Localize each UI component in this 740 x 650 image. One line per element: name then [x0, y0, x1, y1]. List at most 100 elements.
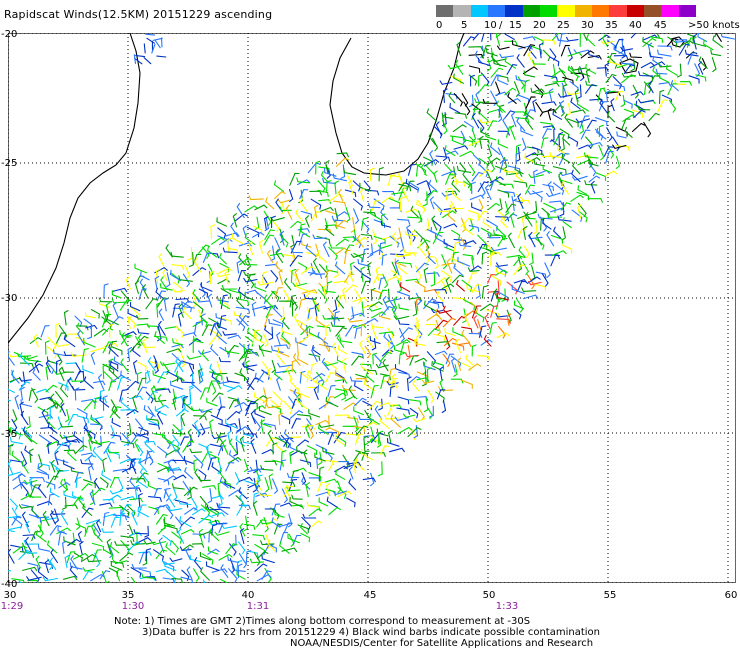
wind-barb: [112, 287, 128, 293]
wind-barb: [42, 510, 50, 527]
wind-barb: [677, 63, 682, 78]
wind-barb: [238, 350, 251, 362]
wind-barb: [526, 157, 541, 164]
wind-barb: [427, 328, 439, 337]
wind-barb: [8, 388, 15, 393]
wind-barb: [146, 37, 155, 44]
wind-barb: [63, 334, 76, 348]
wind-barb: [148, 496, 162, 503]
wind-barb: [296, 341, 302, 355]
wind-barb: [135, 55, 146, 58]
wind-barb: [231, 233, 245, 245]
wind-barb: [216, 331, 227, 345]
wind-barb: [532, 88, 545, 93]
wind-barb: [441, 254, 448, 270]
wind-barb: [396, 407, 410, 415]
wind-barb: [207, 263, 214, 277]
wind-barb: [318, 263, 329, 278]
wind-barb: [317, 180, 326, 193]
wind-barb: [81, 398, 96, 404]
wind-barb: [343, 249, 351, 264]
wind-barb: [183, 486, 198, 497]
wind-barb: [317, 228, 332, 235]
wind-barb: [463, 240, 477, 245]
wind-barb: [259, 344, 265, 357]
wind-barb: [378, 331, 395, 336]
wind-barb: [264, 294, 274, 309]
wind-barb: [290, 470, 299, 482]
wind-barb: [448, 91, 456, 104]
wind-barb: [348, 466, 354, 480]
wind-barb: [573, 49, 589, 54]
wind-barb: [112, 468, 129, 474]
wind-barb: [136, 314, 149, 320]
wind-barb: [263, 234, 275, 246]
wind-barb: [55, 467, 69, 473]
wind-barb: [226, 376, 240, 384]
wind-barb: [8, 471, 21, 477]
wind-barb: [156, 290, 167, 302]
wind-barb: [110, 516, 120, 528]
wind-barb: [147, 360, 160, 369]
wind-barb: [157, 325, 162, 342]
wind-barb: [228, 489, 243, 497]
wind-barb: [290, 234, 295, 248]
wind-barb: [135, 386, 148, 398]
wind-barb: [390, 269, 402, 281]
wind-barb: [62, 540, 67, 555]
wind-barb: [487, 58, 492, 72]
wind-barb: [276, 332, 281, 347]
wind-barb: [109, 541, 120, 554]
wind-barb: [578, 67, 591, 77]
wind-barb: [304, 215, 310, 228]
wind-barb: [541, 128, 552, 139]
wind-barb: [71, 385, 86, 391]
wind-barb: [170, 380, 184, 390]
wind-barb: [435, 121, 443, 137]
wind-barb: [189, 554, 201, 563]
wind-barb: [120, 397, 132, 411]
wind-barb: [172, 429, 186, 435]
wind-barb: [276, 376, 281, 391]
wind-barb: [27, 562, 39, 571]
wind-barb: [138, 551, 152, 556]
wind-barb: [444, 327, 456, 337]
wind-barb: [220, 288, 232, 299]
wind-barb: [711, 57, 717, 73]
wind-barb: [218, 468, 227, 483]
wind-barb: [119, 512, 126, 527]
longitude-label: 45: [363, 590, 377, 601]
wind-barb: [365, 371, 375, 383]
wind-barb: [612, 76, 623, 90]
wind-barb: [221, 524, 238, 530]
wind-barb: [380, 208, 389, 221]
wind-barb: [136, 476, 148, 489]
wind-barb: [360, 217, 368, 231]
wind-barb: [202, 484, 217, 490]
wind-barb: [442, 317, 456, 328]
wind-barb: [310, 211, 322, 222]
wind-barb: [368, 307, 382, 312]
wind-barb: [10, 544, 24, 553]
wind-barb: [279, 531, 289, 544]
wind-barb: [462, 173, 472, 189]
wind-barb: [78, 495, 86, 509]
coastline: [8, 33, 685, 344]
wind-barb: [218, 423, 232, 432]
wind-barb: [79, 541, 84, 556]
wind-barb: [279, 234, 289, 248]
wind-barb: [342, 357, 347, 373]
wind-barb: [379, 445, 390, 455]
wind-barb: [481, 33, 485, 42]
wind-barb: [561, 180, 569, 195]
wind-barb: [422, 191, 428, 207]
wind-barb: [154, 39, 161, 49]
wind-barb: [516, 54, 525, 68]
wind-barb: [222, 247, 238, 254]
wind-barb: [41, 409, 49, 425]
wind-barb: [460, 362, 471, 372]
wind-barb: [37, 567, 48, 580]
wind-barb: [163, 297, 169, 312]
wind-barb: [385, 288, 390, 304]
wind-barb: [373, 353, 382, 367]
